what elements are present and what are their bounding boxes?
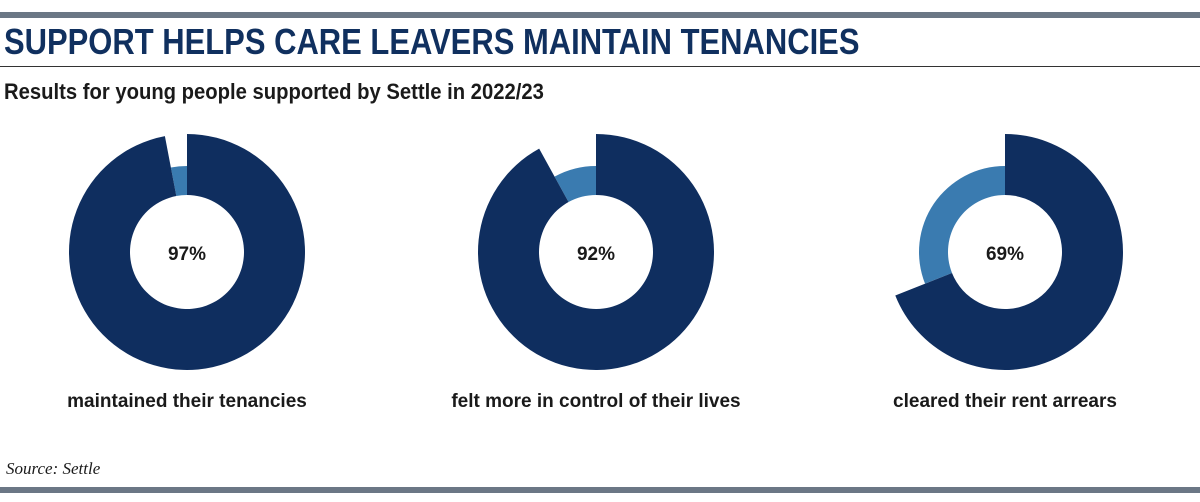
donut-graphic <box>69 134 306 370</box>
donut-category-label: cleared their rent arrears <box>893 391 1117 412</box>
donut-svg: 97% <box>69 134 306 370</box>
chart-title: SUPPORT HELPS CARE LEAVERS MAINTAIN TENA… <box>4 21 860 62</box>
donut-chart-arrears: 69% cleared their rent arrears <box>835 132 1175 432</box>
donut-chart-control: 92% felt more in control of their lives <box>426 132 766 432</box>
donut-graphic <box>895 134 1123 370</box>
donut-slice-remainder <box>170 166 187 197</box>
top-rule <box>0 12 1200 18</box>
donut-svg: 69% <box>895 134 1123 370</box>
donut-graphic <box>478 134 714 370</box>
donut-svg: 92% <box>478 134 714 370</box>
bottom-rule <box>0 487 1200 493</box>
donut-value-label: 97% <box>168 244 206 265</box>
title-divider <box>0 66 1200 67</box>
donut-value-label: 92% <box>577 244 615 265</box>
donut-category-label: maintained their tenancies <box>67 391 307 412</box>
donut-slice-remainder <box>919 166 1005 284</box>
source-note: Source: Settle <box>6 459 101 478</box>
donut-slice-value <box>895 134 1123 370</box>
donut-value-label: 69% <box>986 244 1024 265</box>
donut-slice-remainder <box>554 166 596 203</box>
donut-chart-tenancies: 97% maintained their tenancies <box>17 132 357 432</box>
donut-slice-value <box>478 134 714 370</box>
donut-category-label: felt more in control of their lives <box>451 391 741 412</box>
donut-slice-value <box>69 134 306 370</box>
chart-subtitle: Results for young people supported by Se… <box>4 79 544 104</box>
